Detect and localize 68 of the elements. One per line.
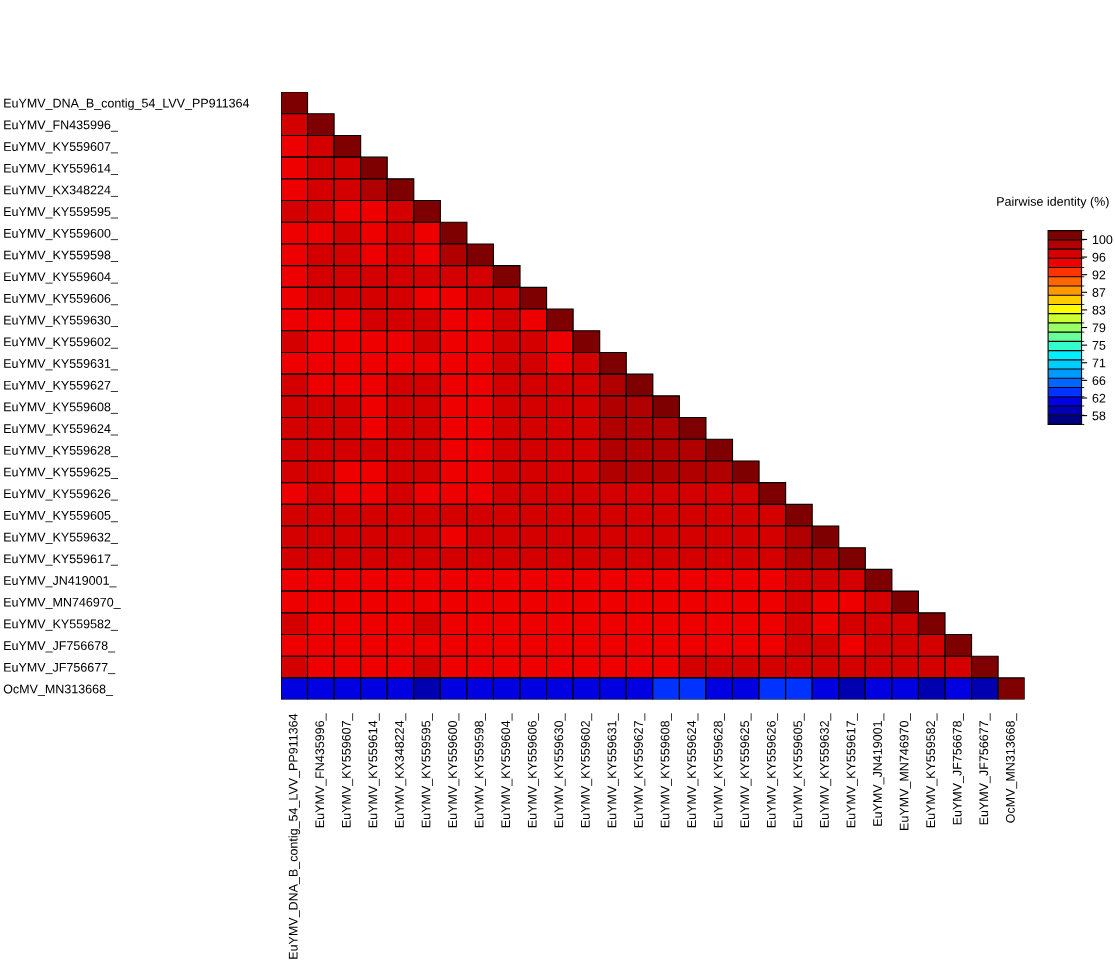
x-tick-label: EuYMV_KY559614_: [368, 713, 380, 828]
y-tick-label: EuYMV_KY559607_: [4, 142, 119, 154]
y-tick-label: EuYMV_KY559614_: [4, 163, 119, 176]
x-tick-label: EuYMV_KY559630_: [554, 713, 566, 828]
color-bar-label: 100: [1092, 235, 1113, 245]
y-tick-label: EuYMV_KY559624_: [4, 424, 119, 436]
x-tick-label: EuYMV_KY559602_: [580, 713, 593, 828]
x-tick-label: EuYMV_KY559626_: [766, 713, 779, 828]
y-tick-label: EuYMV_KY559605_: [4, 510, 119, 523]
x-tick-label: EuYMV_KY559595_: [421, 713, 433, 828]
y-tick-label: EuYMV_KY559582_: [4, 619, 119, 631]
x-tick-label: EuYMV_KY559598_: [474, 713, 486, 828]
x-tick-label: EuYMV_FN435996_: [315, 713, 327, 828]
y-tick-label: EuYMV_KY559604_: [4, 272, 119, 284]
y-tick-label: EuYMV_KY559627_: [4, 380, 119, 392]
x-tick-label: EuYMV_KY559605_: [793, 713, 805, 828]
y-tick-label: OcMV_MN313668_: [3, 684, 114, 696]
y-tick-label: EuYMV_KY559595_: [4, 207, 119, 219]
x-tick-label: EuYMV_MN746970_: [899, 713, 911, 830]
y-tick-label: EuYMV_KY559626_: [4, 489, 119, 501]
x-tick-label: EuYMV_KY559628_: [713, 713, 725, 828]
x-tick-label: EuYMV_DNA_B_contig_54_LVV_PP911364: [288, 713, 301, 959]
x-tick-label: EuYMV_KY559604_: [501, 713, 513, 828]
y-tick-label: EuYMV_KY559631_: [4, 359, 119, 371]
x-tick-label: EuYMV_KX348224_: [395, 713, 407, 828]
y-tick-label: EuYMV_KX348224_: [4, 185, 119, 197]
x-tick-label: EuYMV_JF756677_: [979, 713, 991, 825]
x-tick-label: EuYMV_KY559617_: [846, 713, 858, 828]
y-tick-label: EuYMV_KY559632_: [4, 532, 119, 544]
x-tick-label: EuYMV_KY559624_: [687, 713, 699, 828]
x-tick-label: EuYMV_KY559608_: [660, 713, 672, 828]
color-bar-label: 92: [1092, 270, 1106, 280]
color-bar-label: 71: [1092, 358, 1106, 368]
x-tick-label: EuYMV_JF756678_: [952, 713, 964, 825]
y-tick-label: EuYMV_JN419001_: [4, 576, 117, 588]
color-bar-label: 87: [1092, 288, 1106, 297]
x-tick-label: EuYMV_KY559627_: [634, 713, 646, 828]
y-tick-label: EuYMV_KY559606_: [4, 293, 119, 306]
color-bar-title: Pairwise identity (%): [997, 196, 1109, 209]
x-tick-label: EuYMV_JN419001_: [873, 713, 885, 826]
x-tick-label: EuYMV_KY559606_: [527, 713, 540, 828]
y-tick-label: EuYMV_KY559630_: [4, 315, 119, 327]
y-tick-label: EuYMV_JF756678_: [4, 641, 116, 653]
y-tick-label: EuYMV_FN435996_: [4, 120, 118, 132]
color-bar-label: 62: [1092, 393, 1106, 403]
y-tick-label: EuYMV_DNA_B_contig_54_LVV_PP911364: [4, 98, 250, 111]
color-bar-label: 75: [1092, 341, 1106, 350]
x-tick-label: EuYMV_KY559631_: [607, 713, 619, 828]
x-tick-label: EuYMV_KY559607_: [341, 713, 354, 828]
y-tick-label: EuYMV_KY559598_: [4, 250, 119, 262]
y-tick-label: EuYMV_KY559608_: [4, 402, 119, 414]
x-tick-label: OcMV_MN313668_: [1005, 713, 1018, 823]
y-tick-label: EuYMV_KY559602_: [4, 337, 119, 349]
y-tick-label: EuYMV_KY559625_: [4, 467, 119, 479]
y-tick-label: EuYMV_MN746970_: [4, 597, 121, 609]
x-tick-label: EuYMV_KY559582_: [926, 713, 938, 828]
x-tick-label: EuYMV_KY559625_: [740, 713, 752, 828]
y-tick-label: EuYMV_KY559600_: [4, 228, 119, 241]
x-tick-label: EuYMV_KY559632_: [819, 713, 832, 828]
x-tick-label: EuYMV_KY559600_: [448, 713, 460, 828]
color-bar-label: 66: [1092, 376, 1106, 386]
y-tick-label: EuYMV_KY559628_: [4, 445, 119, 458]
y-tick-label: EuYMV_JF756677_: [4, 662, 116, 675]
y-tick-label: EuYMV_KY559617_: [4, 554, 119, 566]
color-bar-label: 96: [1092, 252, 1106, 262]
color-bar-label: 58: [1092, 411, 1106, 421]
color-bar-label: 79: [1092, 323, 1106, 333]
color-bar-label: 83: [1092, 305, 1106, 315]
